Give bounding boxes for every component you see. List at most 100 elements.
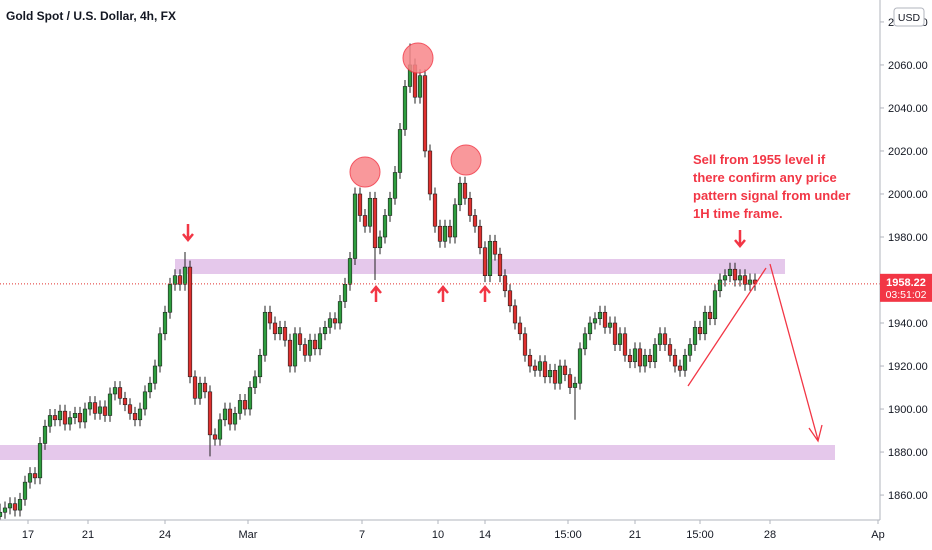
- down-arrow: [734, 230, 746, 248]
- x-tick-label: 10: [432, 529, 444, 541]
- candle-body: [307, 339, 313, 356]
- candle-body: [622, 333, 628, 356]
- x-tick-label: 21: [629, 529, 641, 541]
- candle-body: [177, 275, 183, 285]
- candle-body: [512, 305, 518, 324]
- candle-body: [107, 393, 113, 416]
- candle-body: [582, 333, 588, 350]
- y-tick-label: 1940.00: [888, 318, 928, 330]
- candle-body: [527, 354, 533, 367]
- down-arrow: [182, 224, 194, 242]
- candle-body: [37, 443, 43, 479]
- candle-body: [67, 417, 73, 425]
- candle-body: [232, 413, 238, 425]
- candle-body: [667, 344, 673, 356]
- candle-body: [217, 419, 223, 440]
- candle-body: [572, 382, 578, 388]
- candle-body: [77, 413, 83, 423]
- candle-body: [297, 333, 303, 345]
- candle-body: [267, 311, 273, 324]
- chart-title: Gold Spot / U.S. Dollar, 4h, FX: [6, 9, 176, 23]
- price-tag: [880, 273, 932, 302]
- top-circle: [402, 42, 434, 74]
- candle-body: [427, 150, 433, 195]
- candle-body: [277, 327, 283, 335]
- candle-body: [562, 365, 568, 375]
- candle-body: [257, 354, 263, 378]
- candle-body: [422, 75, 428, 152]
- candle-body: [382, 215, 388, 238]
- candle-body: [387, 197, 393, 216]
- candle-body: [472, 215, 478, 227]
- x-tick-label: 17: [22, 529, 34, 541]
- y-tick-label: 1860.00: [888, 490, 928, 502]
- annotation: pattern signal from under: [693, 188, 850, 203]
- candle-body: [47, 415, 53, 427]
- candle-body: [712, 290, 718, 320]
- x-tick-label: 21: [82, 529, 94, 541]
- candle-body: [182, 266, 188, 285]
- candle-body: [617, 333, 623, 345]
- candle-body: [487, 240, 493, 276]
- y-tick-label: 1900.00: [888, 404, 928, 416]
- candle-body: [497, 253, 503, 276]
- x-tick-label: 7: [359, 529, 365, 541]
- up-arrow: [479, 285, 491, 302]
- annotation: there confirm any price: [693, 170, 837, 185]
- candle-body: [207, 391, 213, 436]
- candle-body: [237, 400, 243, 414]
- candle-body: [732, 268, 738, 281]
- y-tick-label: 2000.00: [888, 189, 928, 201]
- candle-body: [457, 182, 463, 206]
- candle-body: [227, 408, 233, 425]
- candle-body: [482, 247, 488, 276]
- candle-body: [27, 473, 33, 483]
- candle-body: [357, 193, 363, 216]
- candle-body: [417, 75, 423, 98]
- candle-body: [212, 434, 218, 440]
- candle-body: [522, 333, 528, 356]
- candle-body: [452, 204, 458, 238]
- candle-body: [402, 86, 408, 130]
- candle-body: [292, 333, 298, 367]
- candle-body: [442, 225, 448, 242]
- candle-body: [132, 413, 138, 421]
- candle-body: [492, 240, 498, 255]
- x-tick-label: 28: [764, 529, 776, 541]
- candle-body: [602, 311, 608, 328]
- candle-body: [7, 503, 13, 509]
- candle-body: [282, 327, 288, 341]
- candle-body: [477, 225, 483, 249]
- candle-body: [272, 322, 278, 335]
- candle-body: [507, 290, 513, 307]
- annotation: 1H time frame.: [693, 206, 783, 221]
- candle-body: [112, 387, 118, 395]
- candle-body: [247, 387, 253, 410]
- candle-body: [302, 344, 308, 356]
- candle-body: [697, 327, 703, 335]
- candle-body: [372, 197, 378, 249]
- candle-body: [252, 376, 258, 388]
- candle-body: [547, 370, 553, 378]
- x-tick-label: 14: [479, 529, 491, 541]
- candle-body: [2, 507, 8, 513]
- candle-body: [312, 339, 318, 350]
- candle-body: [137, 408, 143, 421]
- y-tick-label: 2020.00: [888, 146, 928, 158]
- candle-body: [122, 397, 128, 406]
- candle-body: [87, 402, 93, 410]
- x-tick-label: Mar: [239, 529, 258, 541]
- candle-body: [447, 225, 453, 238]
- candle-body: [577, 348, 583, 384]
- candle-body: [502, 275, 508, 292]
- currency: USD: [898, 12, 921, 24]
- candle-body: [742, 275, 748, 285]
- y-tick-label: 1920.00: [888, 361, 928, 373]
- candle-body: [702, 311, 708, 335]
- candle-body: [62, 410, 68, 425]
- candle-body: [532, 365, 538, 371]
- candle-body: [42, 425, 48, 444]
- candle-body: [682, 354, 688, 371]
- y-tick-label: 2040.00: [888, 103, 928, 115]
